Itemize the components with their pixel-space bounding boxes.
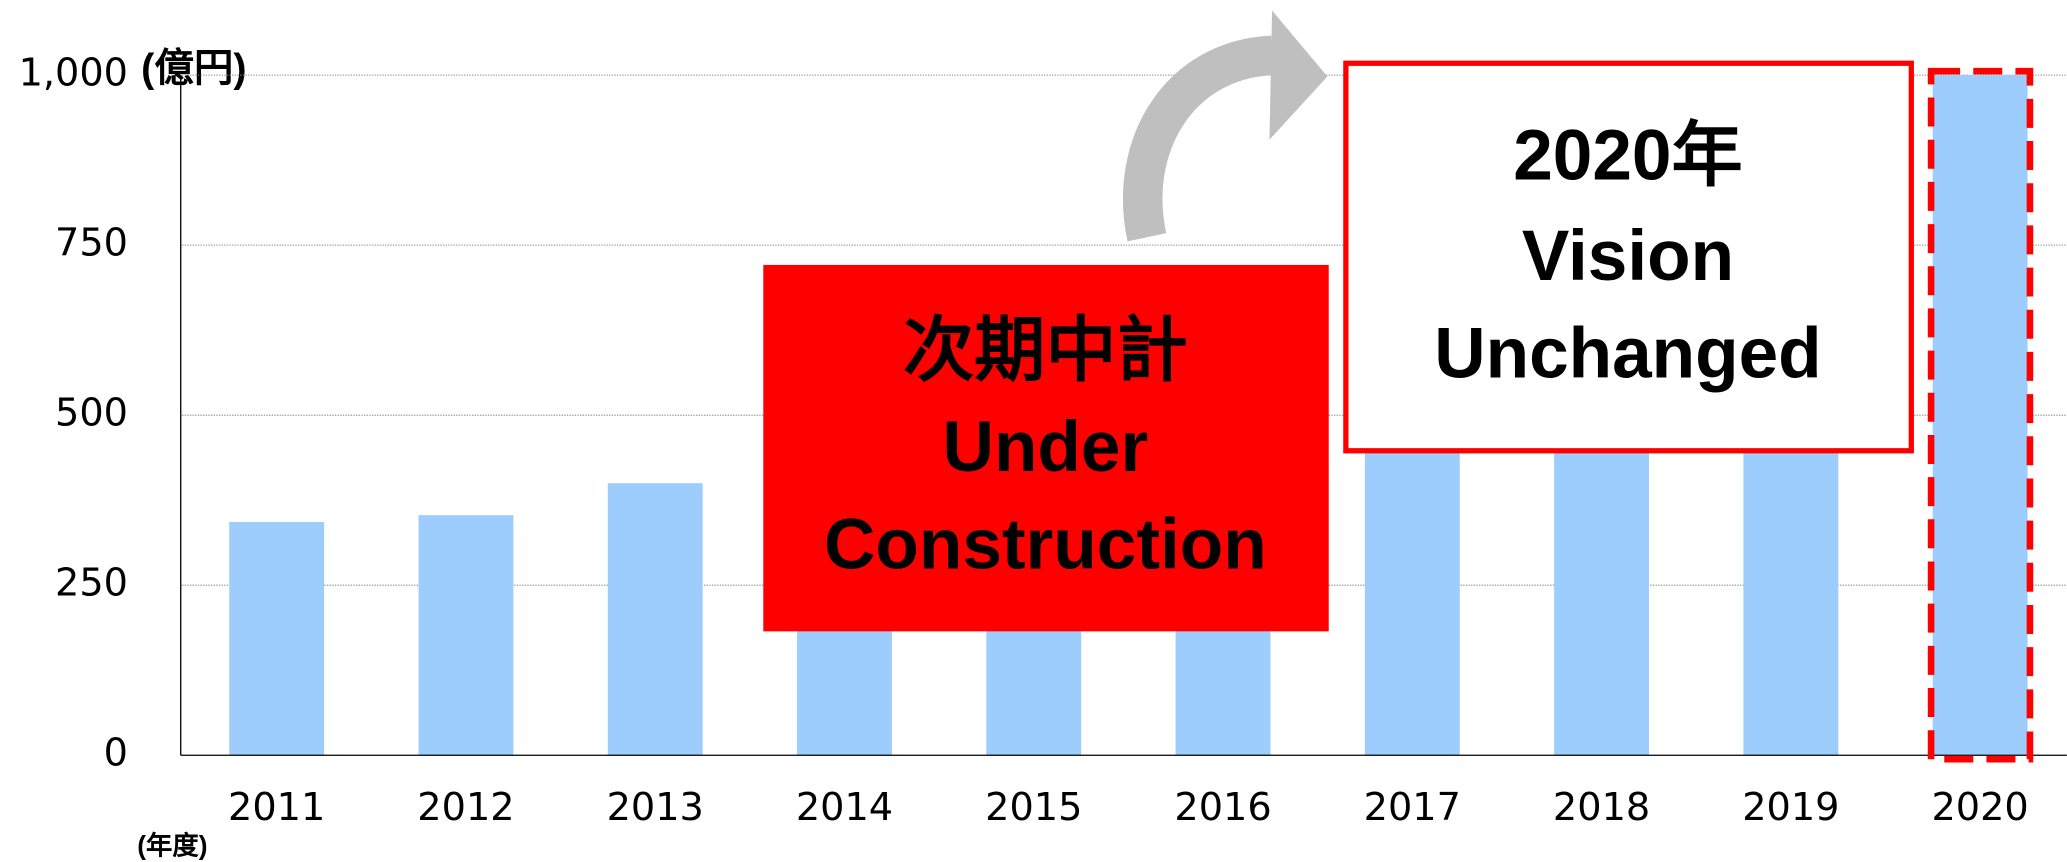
- x-tick-label: 2016: [1174, 786, 1271, 830]
- y-tick-label: 750: [55, 222, 128, 266]
- x-tick-label: 2015: [985, 786, 1082, 830]
- x-tick-label: 2014: [796, 786, 893, 830]
- red-box-text: Under: [943, 408, 1149, 487]
- arrow-head: [1269, 10, 1328, 140]
- x-axis-label: (年度): [137, 830, 207, 860]
- red-box: [763, 264, 1329, 632]
- box-text: 次期中計 Under Construction 2020年 Vision Unchange…: [824, 117, 1822, 585]
- white-box-text: Vision: [1522, 217, 1734, 296]
- bar: [1932, 75, 2028, 756]
- y-tick-label: 250: [55, 562, 128, 606]
- x-tick-label: 2011: [228, 786, 325, 830]
- x-tick-label: 2018: [1553, 786, 1650, 830]
- x-tick-label: 2012: [417, 786, 514, 830]
- red-box-text: Construction: [824, 505, 1267, 584]
- white-box-text: 2020年: [1513, 117, 1742, 196]
- white-box-text: Unchanged: [1434, 314, 1821, 393]
- x-tick-label: 2017: [1364, 786, 1461, 830]
- x-tick-label: 2019: [1742, 786, 1839, 830]
- bar: [1554, 415, 1650, 756]
- highlight-frame: [1927, 67, 2034, 763]
- bar: [1364, 428, 1460, 756]
- bar: [1743, 401, 1839, 756]
- red-box-text: 次期中計: [903, 312, 1188, 391]
- x-tick-label: 2020: [1931, 786, 2028, 830]
- arrow: [1123, 35, 1274, 242]
- y-tick-label: 1,000: [19, 52, 128, 96]
- bar: [229, 521, 325, 756]
- y-axis-label: (億円): [141, 47, 246, 91]
- white-box: [1343, 60, 1914, 454]
- bar: [418, 515, 514, 756]
- x-tick-label: 2013: [607, 786, 704, 830]
- y-tick-label: 0: [104, 732, 128, 776]
- y-tick-label: 500: [55, 392, 128, 436]
- bar: [607, 483, 703, 756]
